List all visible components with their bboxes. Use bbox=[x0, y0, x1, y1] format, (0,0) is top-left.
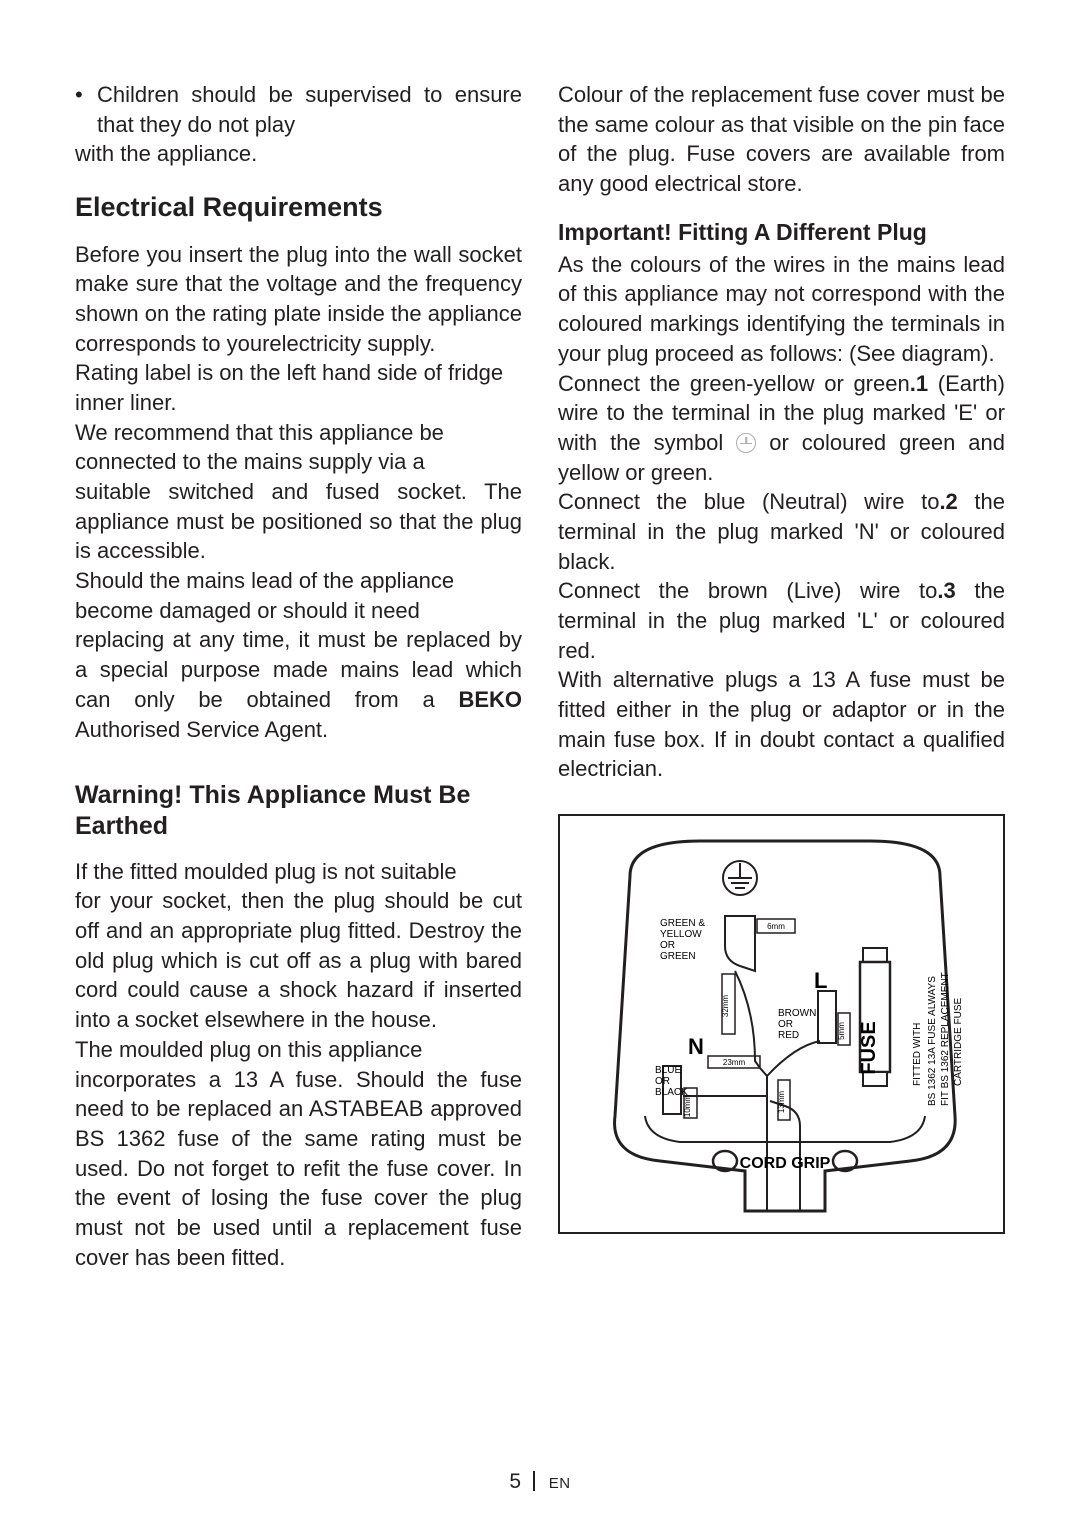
earth-p2b: incorporates a 13 A fuse. Should the fus… bbox=[75, 1065, 522, 1273]
label-32mm: 32mm bbox=[721, 995, 730, 1018]
earth-p1a: If the fitted moulded plug is not suitab… bbox=[75, 857, 522, 887]
elec-p3b: suitable switched and fused socket. The … bbox=[75, 477, 522, 566]
fit-p4: With alternative plugs a 13 A fuse must … bbox=[558, 665, 1005, 784]
label-5mm: 5mm bbox=[837, 1022, 846, 1040]
fuse-label: FUSE bbox=[858, 1022, 880, 1075]
svg-text:CARTRIDGE FUSE: CARTRIDGE FUSE bbox=[953, 998, 964, 1086]
fit-3a: Connect the brown (Live) wire to bbox=[558, 578, 937, 603]
left-column: • Children should be supervised to ensur… bbox=[75, 80, 522, 1272]
footer-divider bbox=[533, 1471, 535, 1491]
earth-symbol-icon bbox=[736, 433, 756, 453]
letter-l: L bbox=[814, 968, 827, 993]
bullet-dot: • bbox=[75, 80, 97, 139]
fit-2a: Connect the blue (Neutral) wire to bbox=[558, 489, 939, 514]
bullet-text-2: with the appliance. bbox=[75, 139, 522, 169]
bullet-children: • Children should be supervised to ensur… bbox=[75, 80, 522, 139]
earth-wire-label: GREEN & YELLOW OR GREEN bbox=[660, 918, 708, 962]
heading-earthed: Warning! This Appliance Must Be Earthed bbox=[75, 780, 522, 843]
page-number: 5 bbox=[509, 1470, 521, 1493]
fit-1-no: .1 bbox=[910, 371, 928, 396]
fit-step-1: Connect the green-yellow or green.1 (Ear… bbox=[558, 369, 1005, 488]
fit-2-no: .2 bbox=[939, 489, 957, 514]
earth-p1b: for your socket, then the plug should be… bbox=[75, 886, 522, 1034]
label-10mm: 10mm bbox=[683, 1095, 692, 1118]
elec-p2: Rating label is on the left hand side of… bbox=[75, 358, 522, 417]
fit-step-3: Connect the brown (Live) wire to.3 the t… bbox=[558, 576, 1005, 665]
letter-n: N bbox=[688, 1034, 704, 1059]
right-column: Colour of the replacement fuse cover mus… bbox=[558, 80, 1005, 1272]
live-wire-label: BROWN OR RED bbox=[778, 1008, 819, 1041]
fit-3-no: .3 bbox=[937, 578, 955, 603]
svg-text:FIT BS 1362 REPLACEMENT: FIT BS 1362 REPLACEMENT bbox=[940, 972, 951, 1106]
plug-wiring-diagram: FUSE CORD GRIP GREEN & YELLOW OR GREEN bbox=[558, 814, 1005, 1234]
fit-p1: As the colours of the wires in the mains… bbox=[558, 250, 1005, 369]
elec-p4c-text: Authorised Service Agent. bbox=[75, 717, 328, 742]
elec-p4b-text: replacing at any time, it must be replac… bbox=[75, 627, 522, 711]
label-23mm: 23mm bbox=[723, 1058, 746, 1067]
fit-step-2: Connect the blue (Neutral) wire to.2 the… bbox=[558, 487, 1005, 576]
label-6mm: 6mm bbox=[767, 922, 785, 931]
diagram-svg: FUSE CORD GRIP GREEN & YELLOW OR GREEN bbox=[560, 816, 1007, 1236]
elec-p4a: Should the mains lead of the appliance b… bbox=[75, 566, 522, 625]
heading-electrical: Electrical Requirements bbox=[75, 189, 522, 225]
cord-grip-label: CORD GRIP bbox=[740, 1155, 831, 1172]
neutral-wire-label: BLUE OR BLACK bbox=[655, 1065, 688, 1098]
svg-text:BS 1362 13A FUSE ALWAYS: BS 1362 13A FUSE ALWAYS bbox=[927, 976, 938, 1106]
fitted-with-text: FITTED WITH bbox=[912, 1023, 923, 1086]
elec-p3a: We recommend that this appliance be conn… bbox=[75, 418, 522, 477]
earth-p2a: The moulded plug on this appliance bbox=[75, 1035, 522, 1065]
heading-fitting: Important! Fitting A Different Plug bbox=[558, 217, 1005, 248]
bullet-text: Children should be supervised to ensure … bbox=[97, 80, 522, 139]
elec-p4b: replacing at any time, it must be replac… bbox=[75, 625, 522, 744]
page-footer: 5 EN bbox=[0, 1470, 1080, 1494]
fuse-cover-colour: Colour of the replacement fuse cover mus… bbox=[558, 80, 1005, 199]
page-lang: EN bbox=[549, 1475, 571, 1492]
label-13mm: 13mm bbox=[777, 1091, 786, 1114]
elec-p1: Before you insert the plug into the wall… bbox=[75, 240, 522, 359]
brand-name: BEKO bbox=[458, 687, 522, 712]
fit-1a: Connect the green-yellow or green bbox=[558, 371, 910, 396]
